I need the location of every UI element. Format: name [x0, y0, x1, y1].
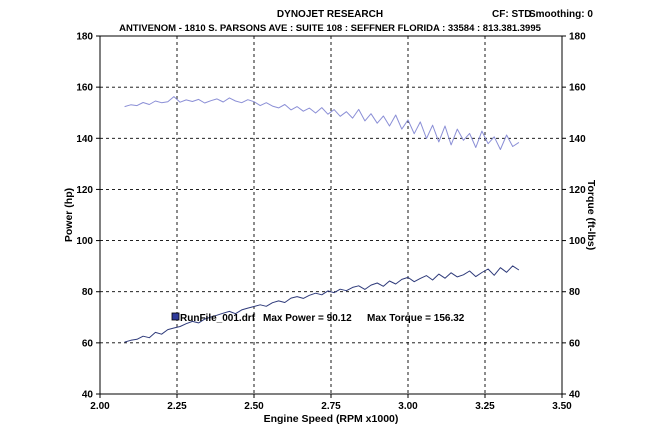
x-tick-label: 3.25 [475, 401, 495, 412]
x-tick-label: 2.25 [167, 401, 187, 412]
torque-series-line [124, 96, 520, 150]
y-tick-label-right: 180 [569, 32, 586, 43]
grid [100, 36, 562, 394]
legend-max-power: Max Power = 90.12 [263, 313, 352, 324]
y-tick-label-left: 180 [76, 32, 93, 43]
y-tick-label-left: 140 [76, 134, 93, 145]
y-tick-label-right: 40 [569, 390, 581, 401]
legend: RunFile_001.drf Max Power = 90.12 Max To… [171, 312, 465, 324]
y-tick-label-right: 120 [569, 185, 586, 196]
y-tick-label-right: 160 [569, 83, 586, 94]
y-tick-label-right: 80 [569, 287, 581, 298]
y-tick-label-left: 160 [76, 83, 93, 94]
y-axis-label-right: Torque (ft-lbs) [585, 180, 597, 250]
y-tick-label-left: 40 [82, 390, 94, 401]
legend-max-torque: Max Torque = 156.32 [367, 313, 465, 324]
tick-labels: 2.00 2.25 2.50 2.75 3.00 3.25 3.50406080100120… [76, 32, 586, 413]
y-tick-label-left: 120 [76, 185, 93, 196]
cf-label: CF: STD [492, 9, 531, 20]
y-tick-label-left: 60 [82, 338, 94, 349]
y-tick-label-right: 100 [569, 236, 586, 247]
plot-frame [99, 35, 563, 395]
y-tick-label-right: 60 [569, 338, 581, 349]
x-axis-label: Engine Speed (RPM x1000) [264, 413, 399, 425]
y-tick-label-left: 80 [82, 287, 94, 298]
series-lines [124, 96, 520, 343]
power-series-line [124, 265, 520, 343]
x-tick-label: 3.00 [398, 401, 418, 412]
chart-title: DYNOJET RESEARCH [277, 9, 383, 20]
legend-run-file: RunFile_001.drf [180, 313, 256, 324]
chart-subtitle: ANTIVENOM - 1810 S. PARSONS AVE : SUITE … [119, 23, 542, 34]
x-tick-label: 2.50 [244, 401, 264, 412]
smoothing-label: Smoothing: 0 [529, 9, 593, 20]
x-tick-label: 3.50 [552, 401, 572, 412]
x-tick-label: 2.00 [90, 401, 110, 412]
x-tick-label: 2.75 [321, 401, 341, 412]
y-tick-label-left: 100 [76, 236, 93, 247]
legend-swatch [171, 312, 180, 321]
y-axis-label-left: Power (hp) [63, 188, 75, 242]
y-tick-label-right: 140 [569, 134, 586, 145]
